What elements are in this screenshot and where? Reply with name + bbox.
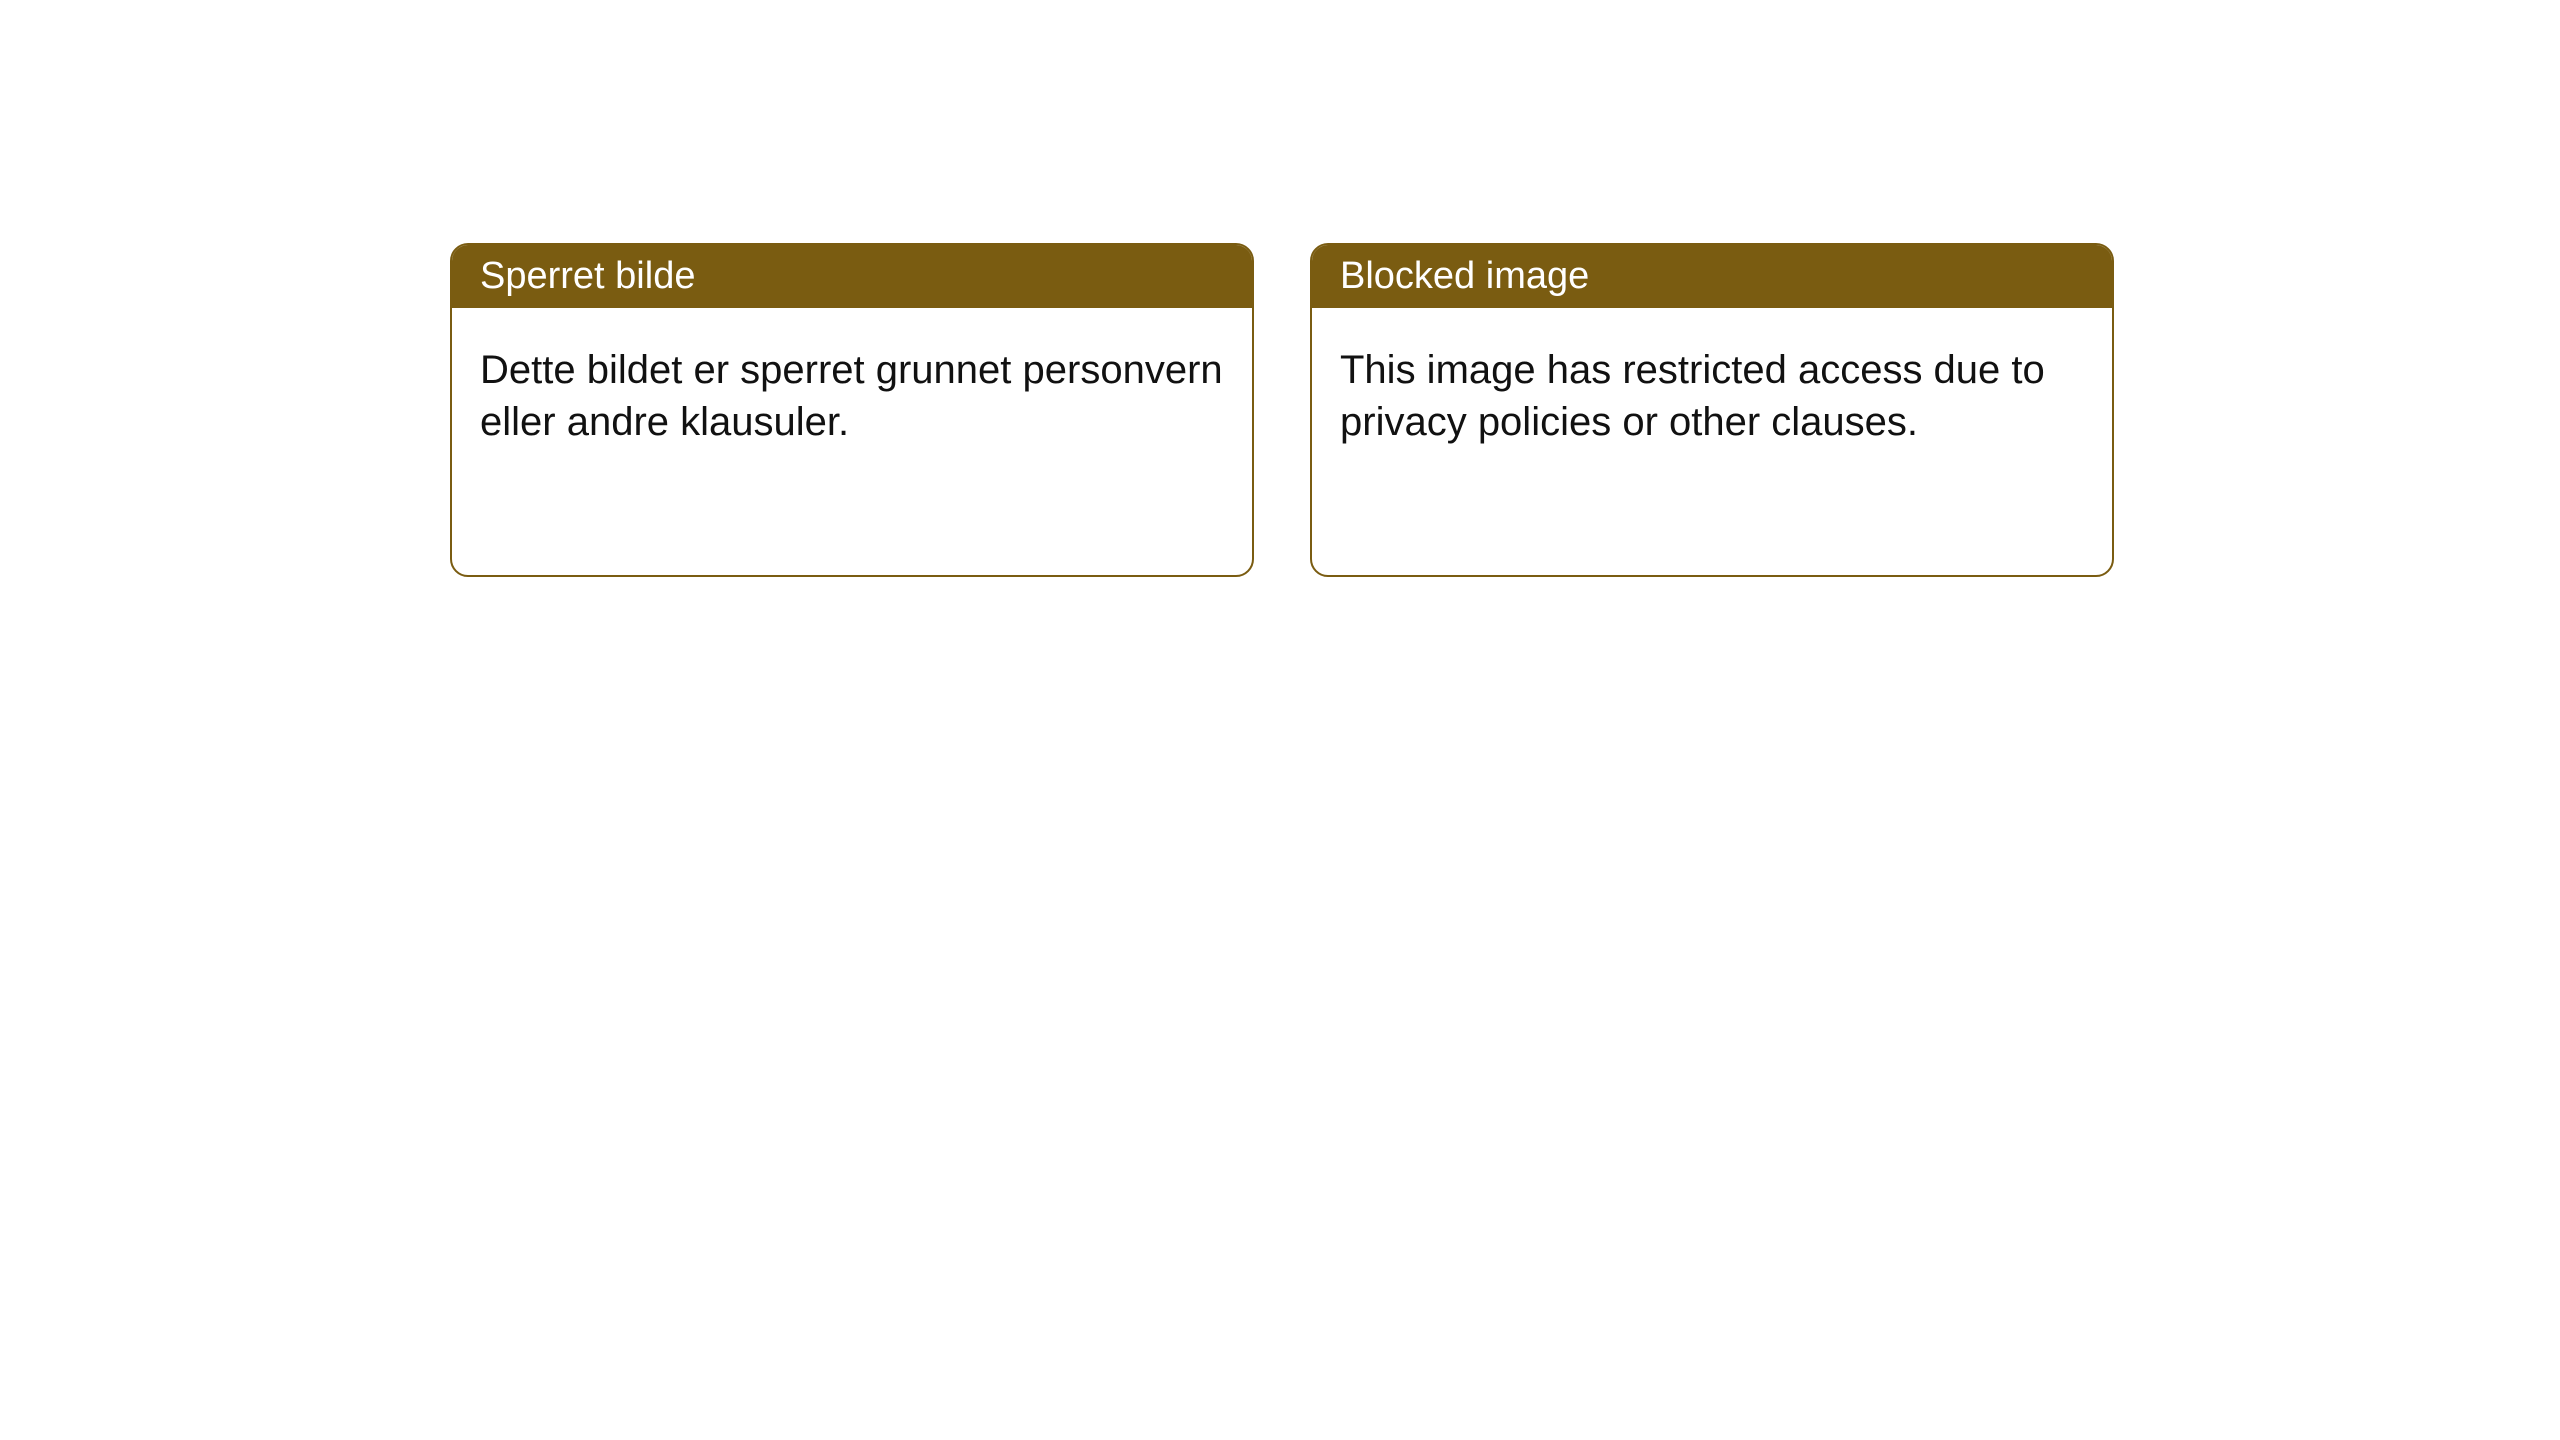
blocked-image-card-no: Sperret bilde Dette bildet er sperret gr… bbox=[450, 243, 1254, 577]
card-header: Blocked image bbox=[1312, 245, 2112, 308]
card-body: Dette bildet er sperret grunnet personve… bbox=[452, 308, 1252, 484]
card-header: Sperret bilde bbox=[452, 245, 1252, 308]
cards-container: Sperret bilde Dette bildet er sperret gr… bbox=[0, 0, 2560, 577]
card-body-text: Dette bildet er sperret grunnet personve… bbox=[480, 348, 1223, 444]
card-body: This image has restricted access due to … bbox=[1312, 308, 2112, 484]
blocked-image-card-en: Blocked image This image has restricted … bbox=[1310, 243, 2114, 577]
card-title: Blocked image bbox=[1340, 255, 1589, 297]
card-body-text: This image has restricted access due to … bbox=[1340, 348, 2045, 444]
card-title: Sperret bilde bbox=[480, 255, 695, 297]
